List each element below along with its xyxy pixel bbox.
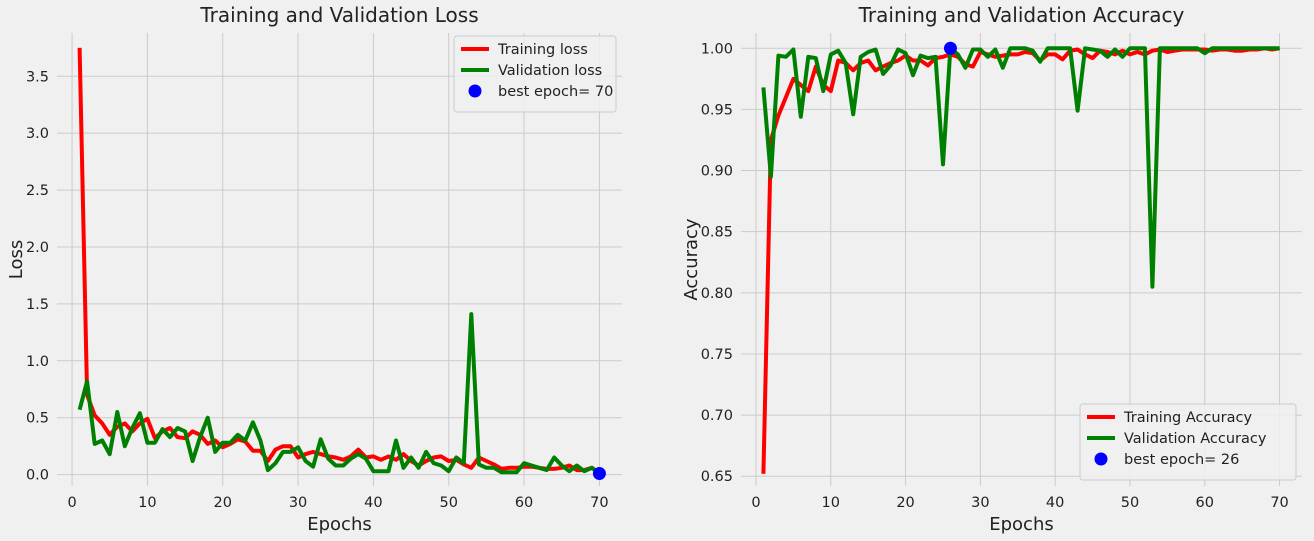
loss-ytick-label: 0.5: [26, 411, 49, 427]
acc-chart: 0 10 20 30 40 50 60 70 0.65 0.70 0.75 0.80 0.85 0.90 0…: [681, 3, 1302, 535]
loss-ytick-label: 1.5: [26, 297, 49, 313]
acc-x-axis-label: Epochs: [989, 514, 1054, 535]
loss-legend: Training loss Validation loss best epoch= …: [453, 35, 617, 113]
loss-xtick-label: 50: [440, 495, 458, 511]
loss-xtick-label: 20: [214, 495, 232, 511]
acc-ytick-label: 0.95: [701, 102, 733, 118]
loss-legend-label-0: Training loss: [497, 42, 588, 58]
acc-xtick-label: 40: [1046, 495, 1064, 511]
acc-xtick-label: 60: [1196, 495, 1214, 511]
acc-ytick-label: 0.70: [701, 408, 733, 424]
loss-ytick-label: 3.5: [26, 69, 49, 85]
loss-ytick-label: 0.0: [26, 468, 49, 484]
acc-xtick-label: 70: [1270, 495, 1288, 511]
loss-legend-swatch-best: [468, 84, 482, 98]
acc-ytick-label: 0.85: [701, 225, 733, 241]
acc-best-epoch-point: [943, 41, 957, 55]
loss-xtick-label: 60: [515, 495, 533, 511]
loss-legend-box: [453, 35, 617, 113]
acc-legend-label-0: Training Accuracy: [1123, 410, 1252, 426]
acc-ytick-label: 0.65: [701, 469, 733, 485]
loss-xtick-label: 30: [289, 495, 307, 511]
loss-series-line-0: [77, 47, 601, 476]
loss-xtick-label: 70: [590, 495, 608, 511]
acc-xtick-label: 20: [896, 495, 914, 511]
acc-xtick-label: 10: [822, 495, 840, 511]
loss-xtick-label: 10: [138, 495, 156, 511]
acc-xtick-label: 30: [971, 495, 989, 511]
loss-ytick-label: 1.0: [26, 354, 49, 370]
acc-ytick-label: 1.00: [701, 41, 733, 57]
acc-ytick-label: 0.75: [701, 347, 733, 363]
loss-y-axis-label: Loss: [6, 240, 27, 279]
loss-xtick-label: 0: [67, 495, 76, 511]
acc-series-line-1: [761, 46, 1280, 289]
acc-y-axis-label: Accuracy: [681, 218, 702, 301]
acc-legend: Training Accuracy Validation Accuracy best…: [1079, 403, 1297, 481]
acc-ytick-label: 0.90: [701, 164, 733, 180]
loss-legend-label-best: best epoch= 70: [498, 84, 613, 100]
acc-legend-label-1: Validation Accuracy: [1124, 431, 1267, 447]
loss-chart-title: Training and Validation Loss: [199, 3, 478, 27]
loss-best-epoch-point: [592, 466, 606, 480]
acc-xtick-label: 0: [751, 495, 760, 511]
loss-x-axis-label: Epochs: [307, 514, 372, 535]
acc-ytick-label: 0.80: [701, 286, 733, 302]
loss-series-line-1: [77, 312, 601, 476]
acc-legend-box: [1079, 403, 1297, 481]
acc-legend-label-best: best epoch= 26: [1124, 452, 1239, 468]
acc-legend-swatch-best: [1094, 452, 1108, 466]
loss-legend-label-1: Validation loss: [498, 63, 602, 79]
loss-ytick-label: 2.5: [26, 183, 49, 199]
loss-ytick-label: 3.0: [26, 126, 49, 142]
acc-xtick-label: 50: [1121, 495, 1139, 511]
loss-ytick-label: 2.0: [26, 240, 49, 256]
loss-chart: 0 10 20 30 40 50 60 70 0.0 0.5 1.0 1.5 2.0 2.5 3.0 3.5 T…: [6, 3, 622, 535]
loss-xtick-label: 40: [364, 495, 382, 511]
acc-chart-title: Training and Validation Accuracy: [858, 3, 1185, 27]
